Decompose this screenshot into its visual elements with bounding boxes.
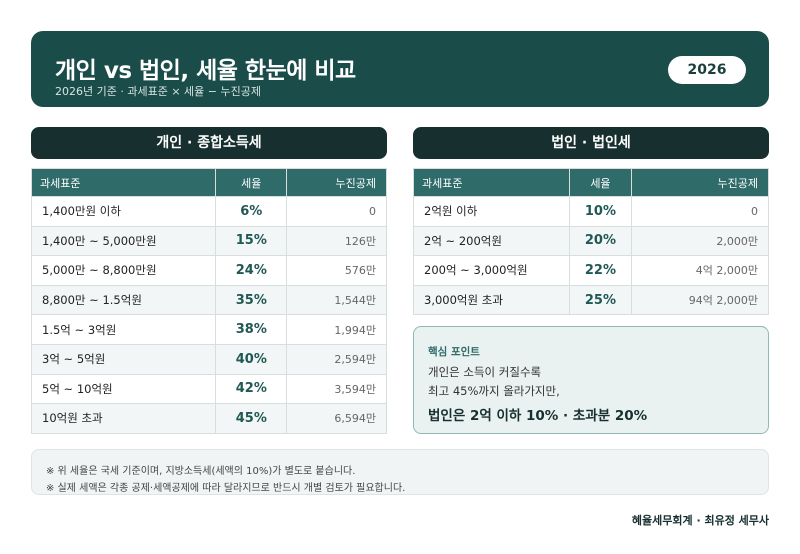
table-row: 10억원 초과 45% 6,594만: [30, 403, 387, 434]
table-row: 1.5억 ~ 3억원 38% 1,994만: [30, 314, 387, 345]
bracket-cell: 200억 ~ 3,000억원: [413, 255, 570, 286]
rate-cell: 25%: [568, 284, 633, 316]
corporate-tax-table: 과세표준 세율 누진공제 2억원 이하 10% 0 2억 ~ 200억원 20% 2,00…: [413, 168, 769, 316]
bracket-cell: 5,000만 ~ 8,800만원: [30, 255, 217, 286]
bracket-cell: 1,400만원 이하: [30, 196, 217, 227]
bracket-cell: 3,000억원 초과: [413, 284, 570, 316]
table-row: 8,800만 ~ 1.5억원 35% 1,544만: [30, 284, 387, 316]
table-row: 3,000억원 초과 25% 94억 2,000만: [413, 284, 769, 316]
page-title: 개인 vs 법인, 세율 한눈에 비교: [55, 58, 356, 84]
individual-section-title: 개인 · 종합소득세: [31, 127, 387, 159]
table-row: 5억 ~ 10억원 42% 3,594만: [30, 373, 387, 405]
table-header-row: 과세표준 세율 누진공제: [413, 168, 769, 197]
deduction-cell: 6,594만: [286, 403, 387, 434]
deduction-cell: 0: [286, 196, 387, 227]
deduction-cell: 94억 2,000만: [631, 284, 769, 316]
deduction-cell: 2,594만: [286, 343, 387, 375]
key-point-title: 핵심 포인트: [428, 346, 480, 358]
deduction-cell: 3,594만: [286, 373, 387, 405]
bracket-cell: 2억 ~ 200억원: [413, 225, 570, 257]
key-point-line-2: 최고 45%까지 올라가지만,: [428, 384, 560, 398]
table-row: 2억원 이하 10% 0: [413, 196, 769, 227]
rate-cell: 38%: [215, 314, 288, 345]
bracket-cell: 10억원 초과: [30, 403, 217, 434]
deduction-cell: 4억 2,000만: [631, 255, 769, 286]
footer-credit: 혜율세무회계 · 최유정 세무사: [631, 514, 769, 527]
table-row: 1,400만 ~ 5,000만원 15% 126만: [30, 225, 387, 257]
rate-cell: 40%: [215, 343, 288, 375]
bracket-cell: 2억원 이하: [413, 196, 570, 227]
rate-cell: 42%: [215, 373, 288, 405]
key-point-box: 핵심 포인트 개인은 소득이 커질수록 최고 45%까지 올라가지만, 법인은 …: [413, 326, 769, 434]
column-header-rate: 세율: [215, 168, 288, 197]
table-row: 3억 ~ 5억원 40% 2,594만: [30, 343, 387, 375]
rate-cell: 22%: [568, 255, 633, 286]
bracket-cell: 1,400만 ~ 5,000만원: [30, 225, 217, 257]
rate-cell: 10%: [568, 196, 633, 227]
year-badge: 2026: [668, 56, 746, 84]
page-subtitle: 2026년 기준 · 과세표준 × 세율 − 누진공제: [55, 85, 261, 98]
rate-cell: 15%: [215, 225, 288, 257]
key-point-line-1: 개인은 소득이 커질수록: [428, 365, 542, 379]
table-row: 5,000만 ~ 8,800만원 24% 576만: [30, 255, 387, 286]
key-point-emphasis: 법인은 2억 이하 10% · 초과분 20%: [428, 408, 648, 424]
header-banner: 개인 vs 법인, 세율 한눈에 비교 2026년 기준 · 과세표준 × 세율…: [31, 31, 769, 107]
note-2: ※ 실제 세액은 각종 공제·세액공제에 따라 달라지므로 반드시 개별 검토가…: [46, 483, 406, 494]
rate-cell: 35%: [215, 284, 288, 316]
column-header-rate: 세율: [568, 168, 633, 197]
rate-cell: 20%: [568, 225, 633, 257]
corporate-section-title: 법인 · 법인세: [413, 127, 769, 159]
column-header-base: 과세표준: [413, 168, 570, 197]
table-row: 2억 ~ 200억원 20% 2,000만: [413, 225, 769, 257]
table-row: 1,400만원 이하 6% 0: [30, 196, 387, 227]
individual-tax-table: 과세표준 세율 누진공제 1,400만원 이하 6% 0 1,400만 ~ 5,000…: [30, 168, 387, 434]
notes-box: ※ 위 세율은 국세 기준이며, 지방소득세(세액의 10%)가 별도로 붙습니…: [31, 449, 769, 495]
note-1: ※ 위 세율은 국세 기준이며, 지방소득세(세액의 10%)가 별도로 붙습니…: [46, 466, 356, 477]
deduction-cell: 1,544만: [286, 284, 387, 316]
bracket-cell: 3억 ~ 5억원: [30, 343, 217, 375]
deduction-cell: 576만: [286, 255, 387, 286]
deduction-cell: 0: [631, 196, 769, 227]
bracket-cell: 8,800만 ~ 1.5억원: [30, 284, 217, 316]
table-header-row: 과세표준 세율 누진공제: [30, 168, 387, 197]
table-row: 200억 ~ 3,000억원 22% 4억 2,000만: [413, 255, 769, 286]
bracket-cell: 5억 ~ 10억원: [30, 373, 217, 405]
deduction-cell: 126만: [286, 225, 387, 257]
deduction-cell: 1,994만: [286, 314, 387, 345]
rate-cell: 45%: [215, 403, 288, 434]
rate-cell: 6%: [215, 196, 288, 227]
bracket-cell: 1.5억 ~ 3억원: [30, 314, 217, 345]
column-header-deduction: 누진공제: [631, 168, 769, 197]
column-header-base: 과세표준: [30, 168, 217, 197]
column-header-deduction: 누진공제: [286, 168, 387, 197]
deduction-cell: 2,000만: [631, 225, 769, 257]
rate-cell: 24%: [215, 255, 288, 286]
